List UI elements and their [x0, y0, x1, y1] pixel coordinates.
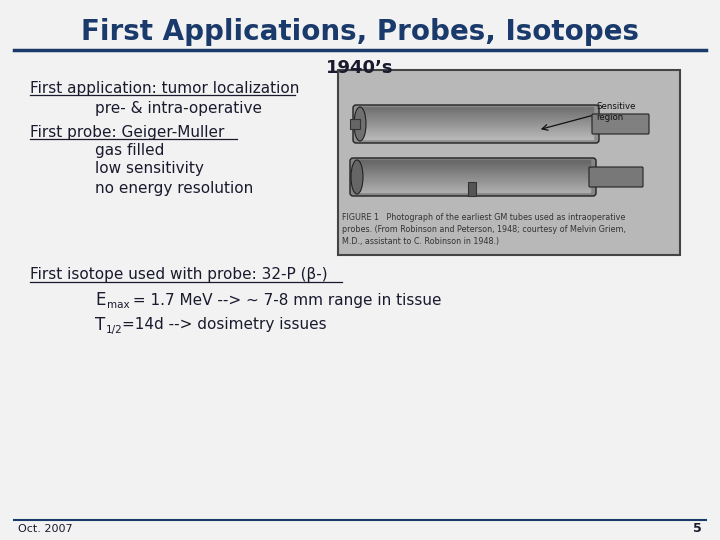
- Text: First isotope used with probe: 32-P (β-): First isotope used with probe: 32-P (β-): [30, 267, 328, 282]
- Bar: [350, 119, 360, 129]
- Ellipse shape: [351, 160, 363, 194]
- Text: First application: tumor localization: First application: tumor localization: [30, 80, 300, 96]
- Text: 5: 5: [693, 523, 702, 536]
- Text: T: T: [95, 316, 105, 334]
- FancyBboxPatch shape: [589, 167, 643, 187]
- FancyBboxPatch shape: [353, 105, 599, 143]
- Text: FIGURE 1   Photograph of the earliest GM tubes used as intraoperative
probes. (F: FIGURE 1 Photograph of the earliest GM t…: [342, 213, 626, 246]
- Text: low sensitivity: low sensitivity: [95, 160, 204, 176]
- Text: =14d --> dosimetry issues: =14d --> dosimetry issues: [122, 318, 327, 333]
- Ellipse shape: [354, 107, 366, 141]
- Text: First Applications, Probes, Isotopes: First Applications, Probes, Isotopes: [81, 18, 639, 46]
- Text: 1940’s: 1940’s: [326, 59, 394, 77]
- Text: no energy resolution: no energy resolution: [95, 180, 253, 195]
- Text: pre- & intra-operative: pre- & intra-operative: [95, 100, 262, 116]
- Text: First probe: Geiger-Muller: First probe: Geiger-Muller: [30, 125, 225, 139]
- FancyBboxPatch shape: [350, 158, 596, 196]
- Text: Sensitive
region: Sensitive region: [596, 102, 636, 122]
- Text: Oct. 2007: Oct. 2007: [18, 524, 73, 534]
- Text: = 1.7 MeV --> ~ 7-8 mm range in tissue: = 1.7 MeV --> ~ 7-8 mm range in tissue: [128, 293, 441, 307]
- Text: gas filled: gas filled: [95, 143, 164, 158]
- Text: max: max: [107, 300, 130, 310]
- Bar: [468, 182, 476, 196]
- FancyBboxPatch shape: [592, 114, 649, 134]
- Text: 1/2: 1/2: [106, 325, 122, 335]
- Text: E: E: [95, 291, 105, 309]
- Bar: [338, 70, 680, 255]
